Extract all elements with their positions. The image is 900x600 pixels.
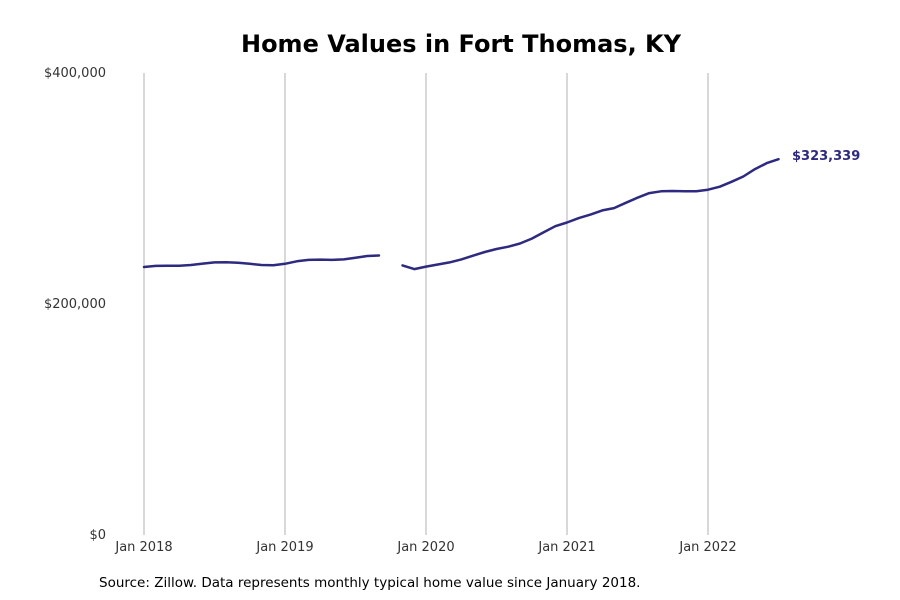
x-tick-label: Jan 2021 xyxy=(537,540,595,555)
y-axis-ticks: $0 $200,000 $400,000 xyxy=(44,66,106,543)
series-layer xyxy=(142,157,780,271)
chart-title: Home Values in Fort Thomas, KY xyxy=(241,30,682,58)
x-tick-label: Jan 2019 xyxy=(255,540,313,555)
source-note: Source: Zillow. Data represents monthly … xyxy=(99,575,640,591)
x-tick-label: Jan 2020 xyxy=(396,540,454,555)
y-tick-label: $0 xyxy=(89,528,106,543)
end-value-label: $323,339 xyxy=(792,149,860,164)
x-tick-label: Jan 2018 xyxy=(114,540,172,555)
gridlines xyxy=(143,73,709,535)
x-tick-label: Jan 2022 xyxy=(678,540,736,555)
x-axis-ticks: Jan 2018 Jan 2019 Jan 2020 Jan 2021 Jan 2022 xyxy=(114,540,736,555)
y-tick-label: $400,000 xyxy=(44,66,106,81)
y-tick-label: $200,000 xyxy=(44,297,106,312)
series-line-segment-2 xyxy=(401,157,780,271)
series-line-segment-1 xyxy=(142,254,381,269)
